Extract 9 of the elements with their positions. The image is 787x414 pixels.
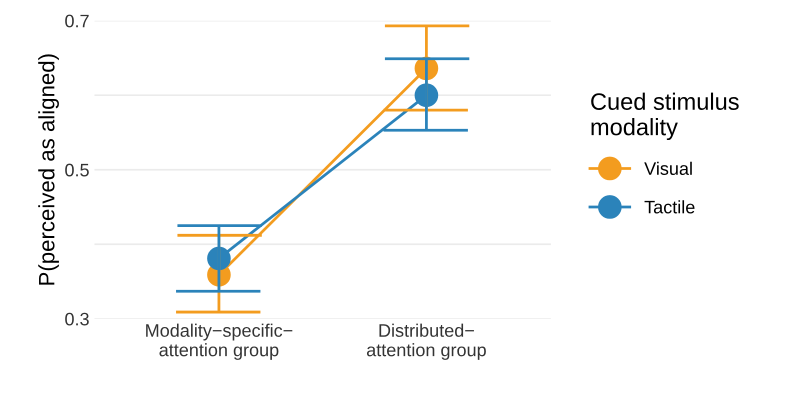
y-tick-label: 0.7 — [65, 14, 89, 28]
legend-label: Tactile — [644, 200, 695, 214]
y-axis-title: P(perceived as aligned) — [38, 54, 59, 285]
x-tick-label: Distributed− attention group — [366, 324, 486, 360]
x-tick-label: Modality−specific− attention group — [146, 324, 292, 360]
legend-label: Visual — [644, 162, 692, 175]
legend-title: Cued stimulus modality — [591, 92, 739, 140]
y-tick-label: 0.5 — [65, 164, 89, 176]
y-tick-label: 0.3 — [65, 312, 89, 326]
